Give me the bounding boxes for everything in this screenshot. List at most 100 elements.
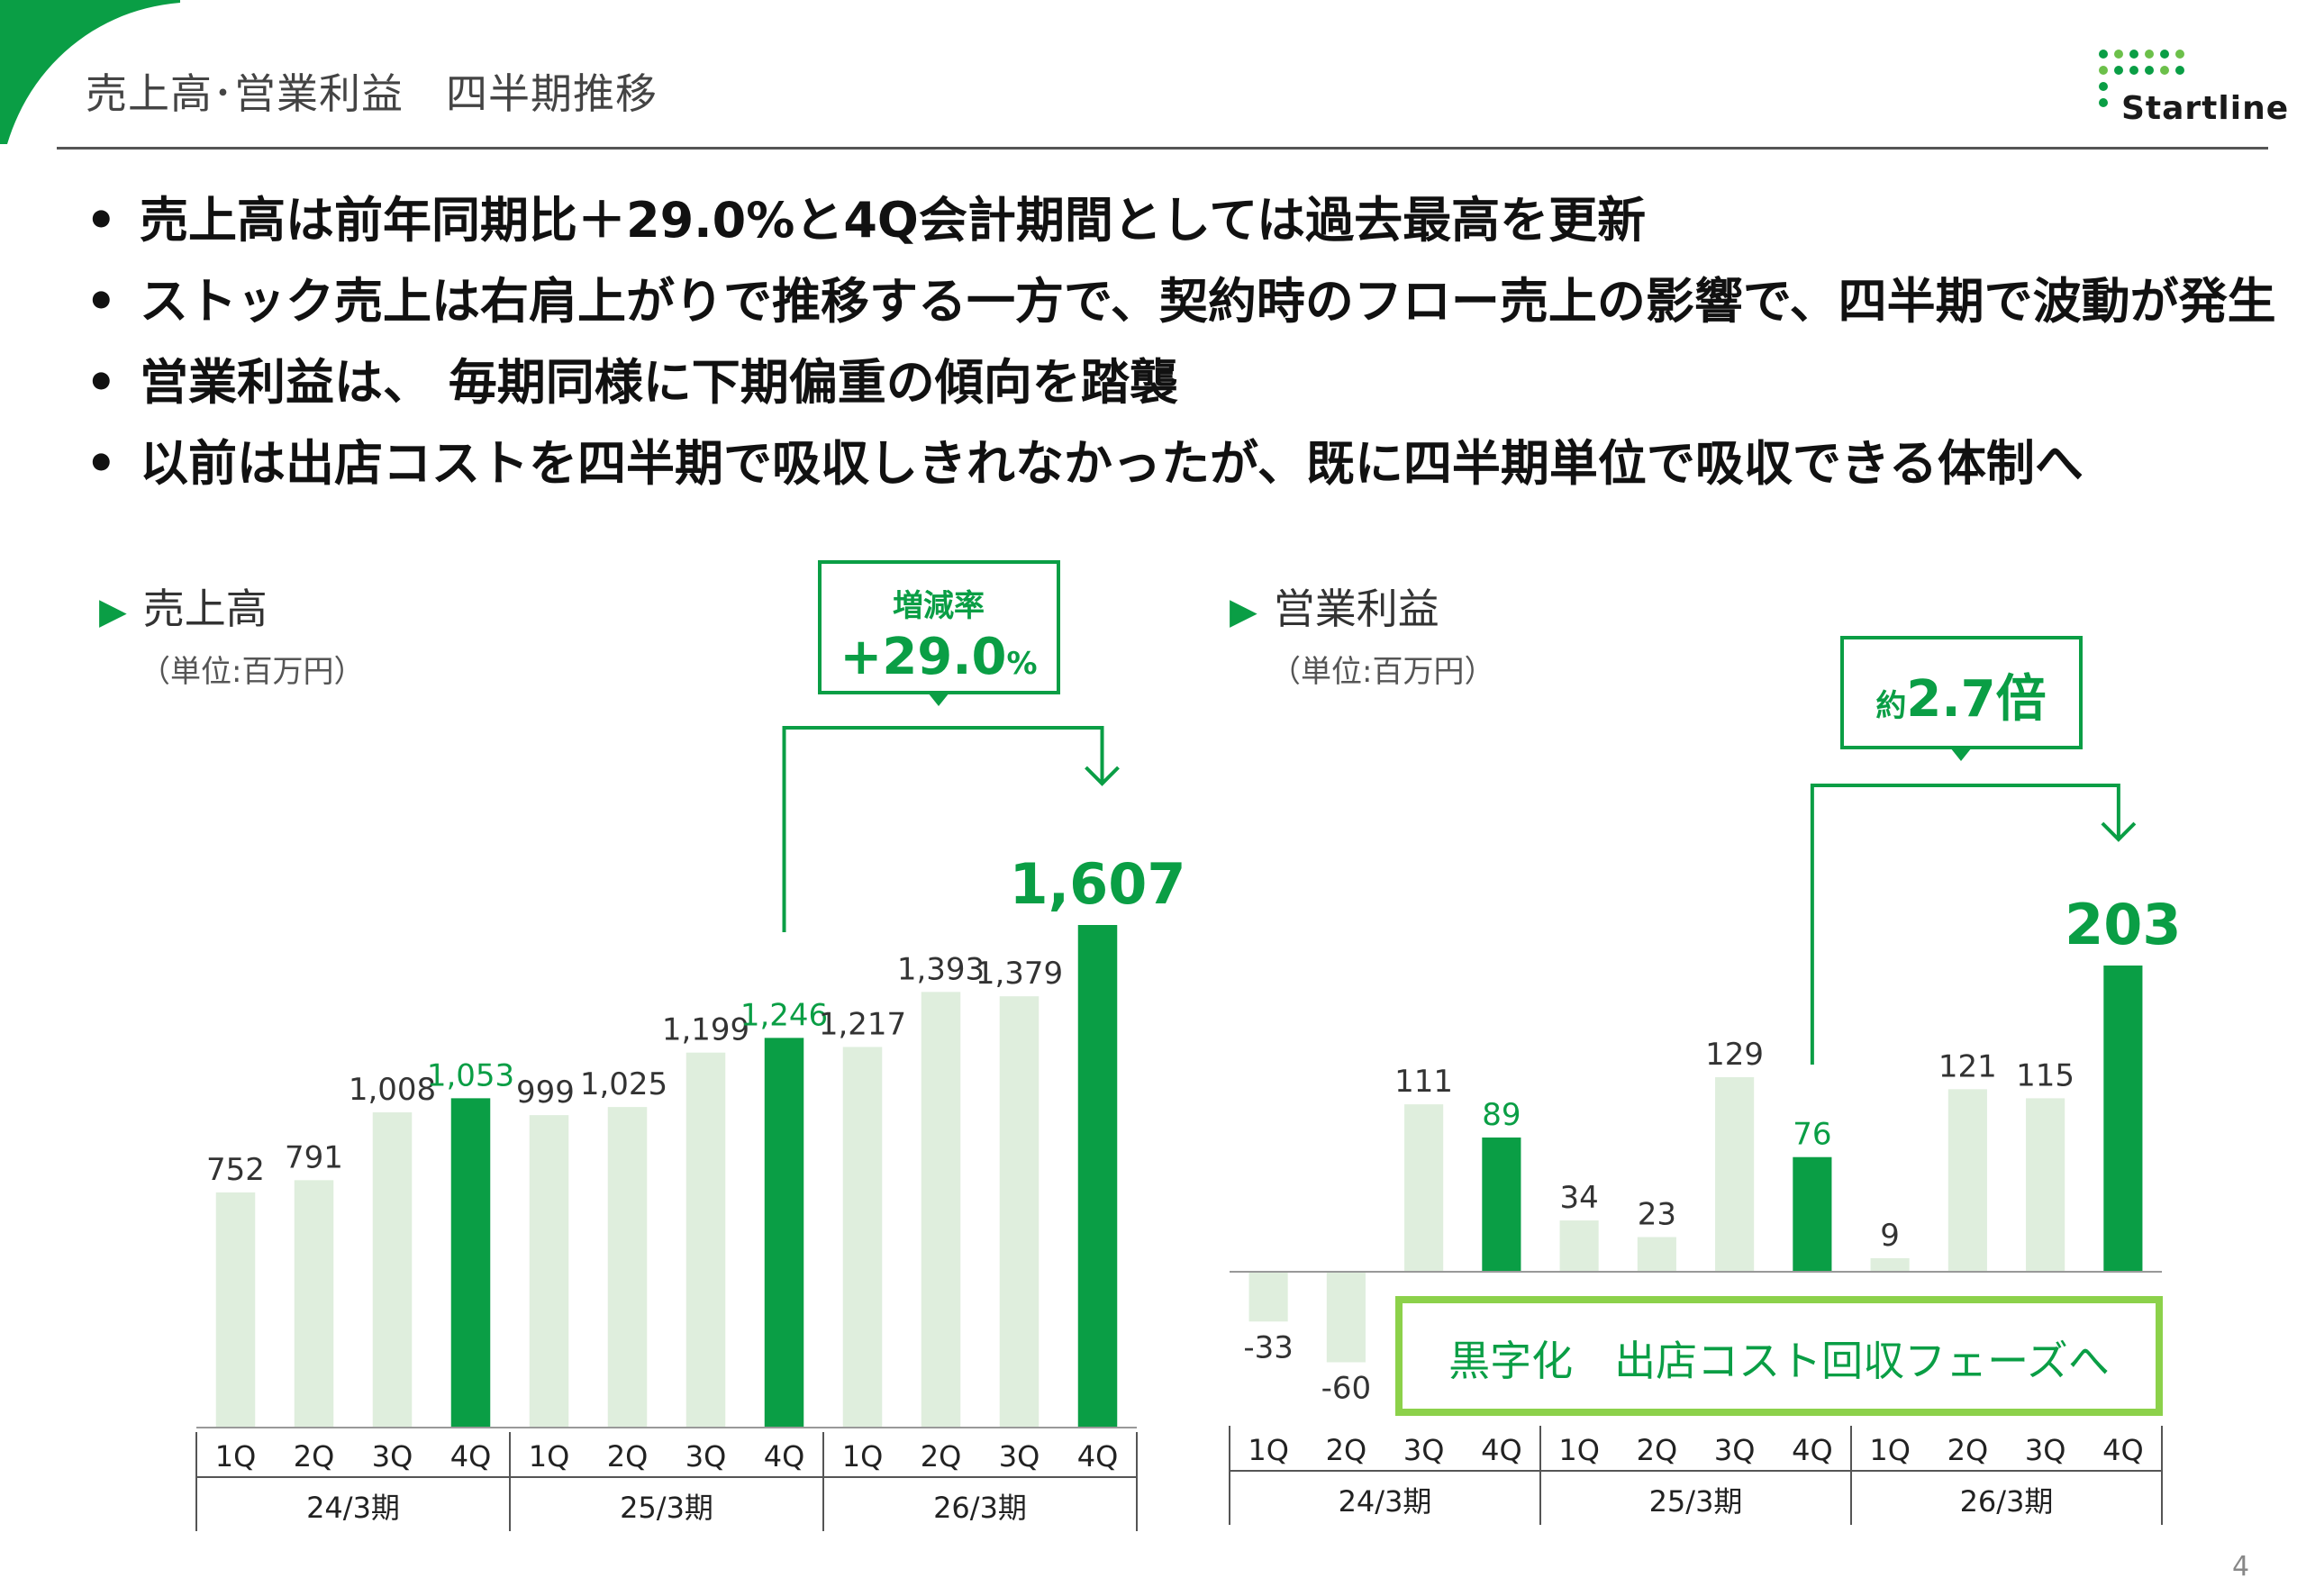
bar — [685, 1052, 726, 1428]
bar — [1482, 1137, 1521, 1272]
breakeven-callout-text: 黒字化 出店コスト回収フェーズへ — [1448, 1337, 2110, 1385]
profit-chart-title: 営業利益 — [1273, 585, 1439, 633]
data-label: 1,246 — [740, 997, 828, 1033]
tick-label: 2Q — [294, 1439, 335, 1474]
tick-label: 4Q — [1481, 1433, 1522, 1467]
growth-rate-box — [818, 560, 1060, 694]
triangle-icon: ▶ — [1230, 591, 1257, 632]
bar — [450, 1098, 491, 1428]
tick-label: 1Q — [842, 1439, 884, 1474]
callout-pointer — [1950, 748, 1972, 761]
data-label: 9 — [1880, 1218, 1900, 1254]
tick-label: 2Q — [607, 1439, 649, 1474]
tick-label: 4Q — [1792, 1433, 1833, 1467]
bar — [1404, 1104, 1444, 1272]
bullet-text: 売上高は前年同期比＋29.0%と4Q会計期間としては過去最高を更新 — [140, 192, 1647, 249]
sales-unit-label: （単位:百万円） — [140, 654, 365, 690]
bar — [215, 1192, 256, 1428]
page-title: 売上高･営業利益 四半期推移 — [86, 69, 658, 118]
data-label: 203 — [2065, 892, 2181, 957]
tick-label: 3Q — [1403, 1433, 1445, 1467]
data-label: 999 — [516, 1075, 575, 1111]
data-label: 1,053 — [427, 1057, 514, 1093]
bar — [999, 996, 1040, 1428]
sales-chart-heading: ▶ 売上高 — [99, 576, 268, 636]
breakeven-callout-box — [1395, 1296, 2163, 1416]
data-label: 1,393 — [897, 951, 985, 987]
bullet-list: • 売上高は前年同期比＋29.0%と4Q会計期間としては過去最高を更新 • ストック… — [86, 189, 2276, 513]
data-label: 1,199 — [662, 1012, 749, 1048]
tick-label: 4Q — [764, 1439, 805, 1474]
bar — [294, 1180, 334, 1428]
bar — [1793, 1156, 1832, 1272]
data-label: 23 — [1638, 1196, 1676, 1232]
tick-label: 3Q — [999, 1439, 1040, 1474]
bullet-item: • 売上高は前年同期比＋29.0%と4Q会計期間としては過去最高を更新 — [86, 189, 2276, 270]
corner-decoration — [0, 0, 180, 144]
tick-label: 1Q — [529, 1439, 570, 1474]
bar — [1947, 1089, 1987, 1272]
data-label: 1,607 — [1009, 851, 1185, 917]
data-label: 111 — [1394, 1064, 1453, 1100]
tick-label: 2Q — [1637, 1433, 1678, 1467]
profit-chart-heading: ▶ 営業利益 — [1230, 576, 1439, 636]
bar — [842, 1047, 883, 1428]
group-label: 26/3期 — [1960, 1484, 2054, 1519]
bullet-marker: • — [86, 192, 117, 249]
growth-rate-label: 増減率 — [893, 588, 985, 624]
comparison-bracket — [782, 726, 1104, 932]
tick-label: 4Q — [1077, 1439, 1119, 1474]
bar — [529, 1115, 569, 1428]
tick-label: 2Q — [1947, 1433, 1989, 1467]
bullet-item: • 営業利益は、 毎期同様に下期偏重の傾向を踏襲 — [86, 351, 2276, 432]
bullet-marker: • — [86, 354, 117, 411]
bar — [1248, 1272, 1288, 1322]
arrow-down-icon — [1085, 766, 1120, 786]
bar — [2026, 1098, 2065, 1272]
data-label: 1,008 — [349, 1072, 436, 1108]
arrow-down-icon — [2101, 821, 2137, 842]
bar — [607, 1107, 648, 1428]
bullet-text: 営業利益は、 毎期同様に下期偏重の傾向を踏襲 — [140, 354, 1178, 411]
data-label: 121 — [1938, 1048, 1997, 1084]
data-label: -60 — [1321, 1370, 1372, 1406]
data-label: 1,025 — [580, 1066, 667, 1102]
data-label: 791 — [285, 1139, 343, 1175]
bullet-marker: • — [86, 273, 117, 330]
group-label: 24/3期 — [306, 1491, 400, 1525]
data-label: 1,217 — [819, 1006, 906, 1042]
profit-unit-label: （単位:百万円） — [1270, 654, 1495, 690]
tick-label: 3Q — [372, 1439, 413, 1474]
tick-label: 2Q — [1326, 1433, 1367, 1467]
startline-logo — [2099, 50, 2184, 107]
bullet-item: • ストック売上は右肩上がりで推移する一方で、契約時のフロー売上の影響で、四半期で… — [86, 270, 2276, 351]
title-divider — [57, 147, 2268, 150]
sales-chart-title: 売上高 — [142, 585, 268, 633]
bar — [1637, 1237, 1676, 1272]
tick-label: 2Q — [921, 1439, 962, 1474]
bullet-text: ストック売上は右肩上がりで推移する一方で、契約時のフロー売上の影響で、四半期で波… — [140, 273, 2276, 330]
data-label: -33 — [1243, 1329, 1294, 1365]
bullet-marker: • — [86, 435, 117, 492]
group-label: 25/3期 — [1649, 1484, 1743, 1519]
data-label: 115 — [2016, 1057, 2074, 1093]
bar — [921, 992, 961, 1428]
bar — [1870, 1257, 1910, 1272]
tick-label: 3Q — [2025, 1433, 2066, 1467]
tick-label: 4Q — [2102, 1433, 2144, 1467]
data-label: 89 — [1482, 1097, 1521, 1133]
group-label: 25/3期 — [620, 1491, 713, 1525]
bar — [1326, 1272, 1366, 1363]
callout-pointer — [928, 693, 949, 706]
group-label: 26/3期 — [933, 1491, 1027, 1525]
tick-label: 1Q — [215, 1439, 257, 1474]
comparison-bracket — [1810, 784, 2120, 1065]
logo-text: Startline — [2121, 90, 2290, 127]
bar — [1077, 925, 1118, 1428]
bullet-text: 以前は出店コストを四半期で吸収しきれなかったが、既に四半期単位で吸収できる体制へ — [140, 435, 2084, 492]
bar — [1559, 1220, 1599, 1272]
bar — [372, 1111, 413, 1428]
multiplier-value: 約2.7倍 — [1875, 670, 2046, 729]
tick-label: 3Q — [1714, 1433, 1756, 1467]
